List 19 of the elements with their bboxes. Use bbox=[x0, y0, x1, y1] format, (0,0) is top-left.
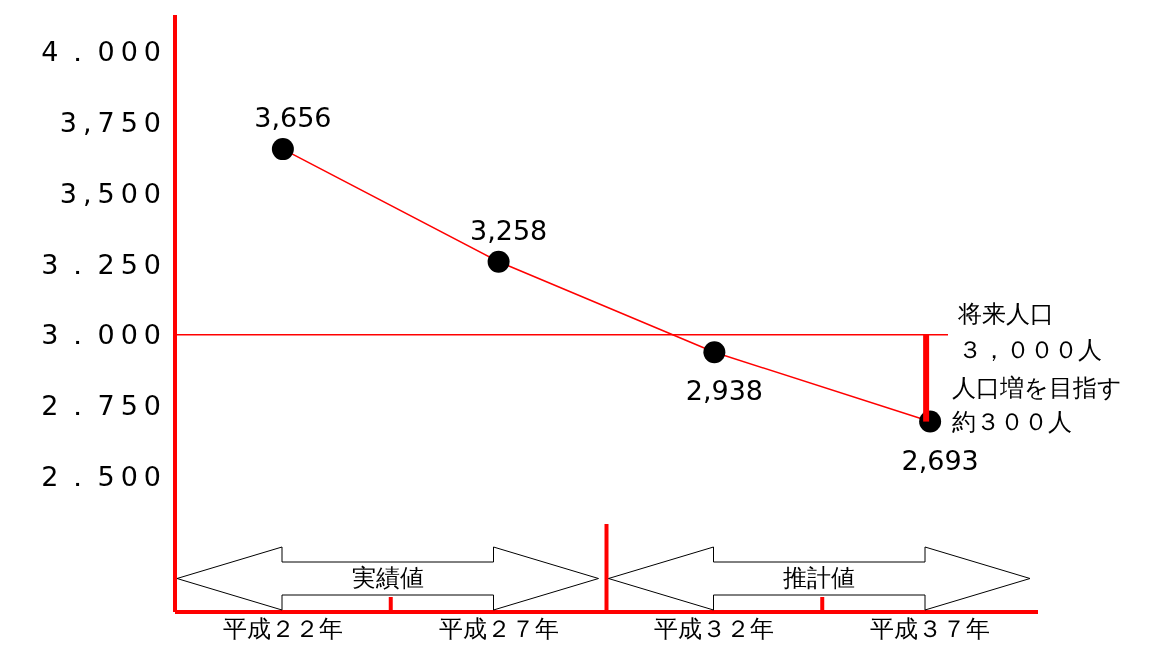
ref-line-label: 将来人口３，０００人 bbox=[957, 299, 1102, 364]
x-tick-label: 平成３２年 bbox=[654, 615, 775, 644]
y-tick-label: 4．000 bbox=[41, 36, 167, 68]
y-tick-label: 3,750 bbox=[59, 107, 167, 139]
data-label: 3,656 bbox=[254, 102, 332, 134]
y-tick-label: 3．250 bbox=[41, 248, 167, 280]
x-tick-label: 平成２２年 bbox=[222, 615, 343, 644]
data-label: 3,258 bbox=[469, 214, 548, 246]
y-tick-label: 2．750 bbox=[41, 390, 167, 422]
y-tick-label: 3,500 bbox=[59, 177, 167, 209]
y-tick-label: 3．000 bbox=[41, 319, 167, 351]
y-tick-label: 2．500 bbox=[41, 460, 167, 492]
annotation: 推計値 bbox=[783, 563, 856, 592]
x-tick-label: 平成３７年 bbox=[870, 615, 991, 644]
x-tick-label: 平成２７年 bbox=[438, 615, 559, 644]
data-label: 2,693 bbox=[901, 444, 979, 476]
annotation: 実績値 bbox=[351, 563, 424, 592]
data-label: 2,938 bbox=[685, 375, 764, 407]
annotation: 人口増を目指す約３００人 bbox=[952, 374, 1123, 437]
